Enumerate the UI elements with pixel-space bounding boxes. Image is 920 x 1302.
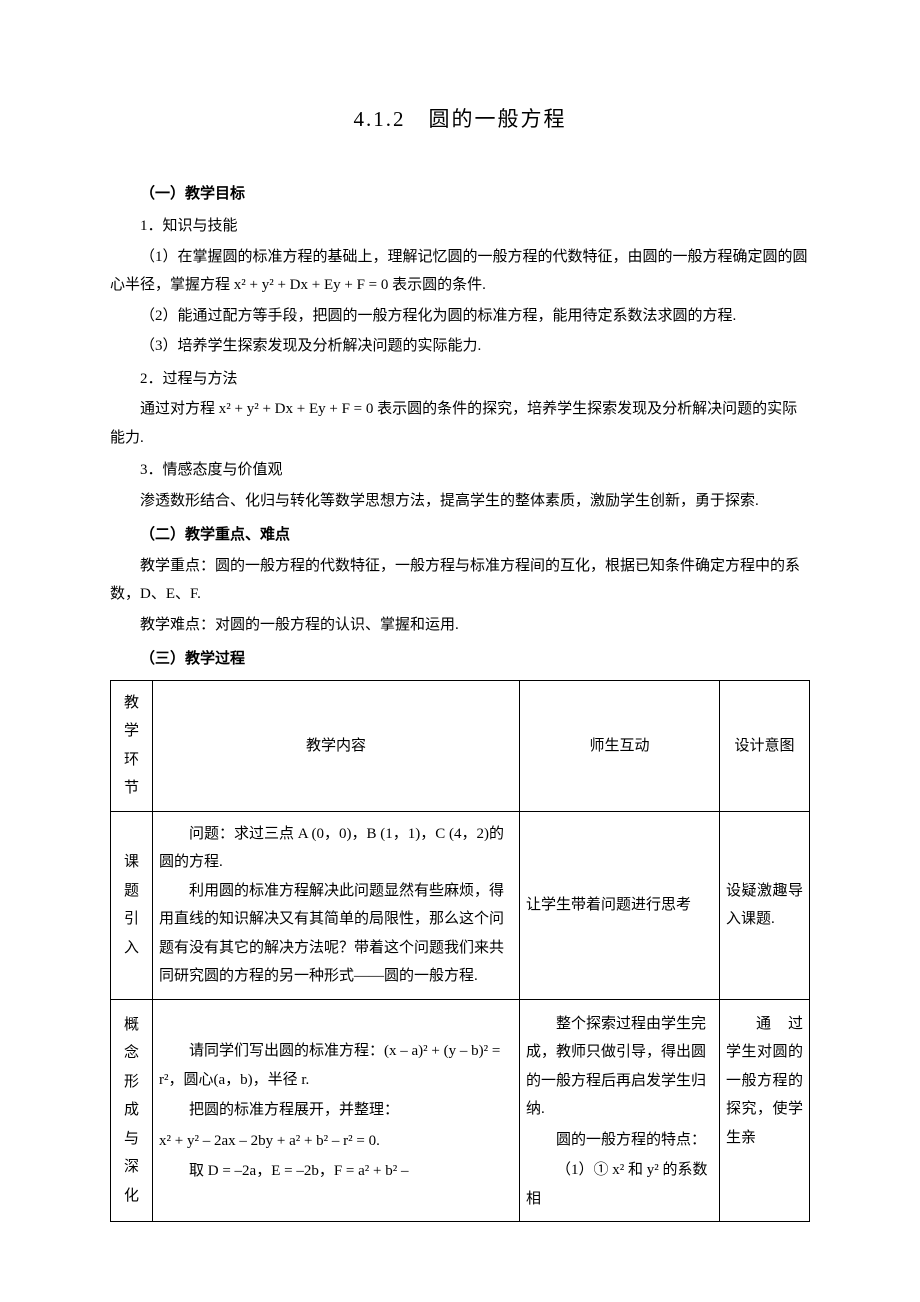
row2-content-p1: 请同学们写出圆的标准方程：(x – a)² + (y – b)² = r²，圆心… bbox=[159, 1037, 513, 1094]
row2-stage-l4: 化 bbox=[117, 1182, 146, 1211]
row2-content-p3: x² + y² – 2ax – 2by + a² + b² – r² = 0. bbox=[159, 1127, 513, 1156]
row2-intent: 通 过学生对圆的一般方程的探究，使学生亲 bbox=[720, 999, 810, 1222]
section-1-2-heading: 2．过程与方法 bbox=[110, 365, 810, 394]
row2-interaction: 整个探索过程由学生完成，教师只做引导，得出圆的一般方程后再启发学生归纳. 圆的一… bbox=[520, 999, 720, 1222]
section-2-heading: （二）教学重点、难点 bbox=[110, 521, 810, 550]
section-1-1-p2: （2）能通过配方等手段，把圆的一般方程化为圆的标准方程，能用待定系数法求圆的方程… bbox=[110, 302, 810, 331]
row2-intent-p: 通 过学生对圆的一般方程的探究，使学生亲 bbox=[726, 1010, 803, 1153]
row1-stage: 课题 引入 bbox=[111, 811, 153, 999]
section-1-1-p1: （1）在掌握圆的标准方程的基础上，理解记忆圆的一般方程的代数特征，由圆的一般方程… bbox=[110, 243, 810, 300]
table-row: 概念 形成 与深 化 请同学们写出圆的标准方程：(x – a)² + (y – … bbox=[111, 999, 810, 1222]
document-title: 4.1.2 圆的一般方程 bbox=[110, 100, 810, 140]
row2-stage-l3: 与深 bbox=[117, 1125, 146, 1182]
section-1-3-heading: 3．情感态度与价值观 bbox=[110, 456, 810, 485]
row1-stage-l1: 课题 bbox=[117, 848, 146, 905]
row2-stage: 概念 形成 与深 化 bbox=[111, 999, 153, 1222]
section-1-1-p3: （3）培养学生探索发现及分析解决问题的实际能力. bbox=[110, 332, 810, 361]
row2-content-p4: 取 D = –2a，E = –2b，F = a² + b² – bbox=[159, 1157, 513, 1186]
teaching-process-table: 教学环节 教学内容 师生互动 设计意图 课题 引入 问题：求过三点 A (0，0… bbox=[110, 680, 810, 1223]
table-row: 课题 引入 问题：求过三点 A (0，0)，B (1，1)，C (4，2)的圆的… bbox=[111, 811, 810, 999]
row1-content-p1: 问题：求过三点 A (0，0)，B (1，1)，C (4，2)的圆的方程. bbox=[159, 820, 513, 877]
col-header-stage-l1: 教学环节 bbox=[117, 689, 146, 803]
section-1-1-heading: 1．知识与技能 bbox=[110, 212, 810, 241]
row2-inter-p1: 整个探索过程由学生完成，教师只做引导，得出圆的一般方程后再启发学生归纳. bbox=[526, 1010, 713, 1124]
section-2-p2: 教学难点：对圆的一般方程的认识、掌握和运用. bbox=[110, 611, 810, 640]
row2-content: 请同学们写出圆的标准方程：(x – a)² + (y – b)² = r²，圆心… bbox=[153, 999, 520, 1222]
row2-stage-l2: 形成 bbox=[117, 1068, 146, 1125]
section-1-heading: （一）教学目标 bbox=[110, 180, 810, 209]
col-header-stage: 教学环节 bbox=[111, 680, 153, 811]
col-header-interaction: 师生互动 bbox=[520, 680, 720, 811]
row1-content-p2: 利用圆的标准方程解决此问题显然有些麻烦，得用直线的知识解决又有其简单的局限性，那… bbox=[159, 877, 513, 991]
section-1-3-p1: 渗透数形结合、化归与转化等数学思想方法，提高学生的整体素质，激励学生创新，勇于探… bbox=[110, 487, 810, 516]
col-header-intent: 设计意图 bbox=[720, 680, 810, 811]
section-3-heading: （三）教学过程 bbox=[110, 645, 810, 674]
row1-interaction: 让学生带着问题进行思考 bbox=[520, 811, 720, 999]
table-header-row: 教学环节 教学内容 师生互动 设计意图 bbox=[111, 680, 810, 811]
col-header-content: 教学内容 bbox=[153, 680, 520, 811]
row2-inter-p3: （1）① x² 和 y² 的系数相 bbox=[526, 1156, 713, 1213]
row1-intent: 设疑激趣导入课题. bbox=[720, 811, 810, 999]
row2-content-p2: 把圆的标准方程展开，并整理： bbox=[159, 1096, 513, 1125]
section-2-p1: 教学重点：圆的一般方程的代数特征，一般方程与标准方程间的互化，根据已知条件确定方… bbox=[110, 552, 810, 609]
row1-stage-l2: 引入 bbox=[117, 905, 146, 962]
row2-inter-p2: 圆的一般方程的特点： bbox=[526, 1126, 713, 1155]
section-1-2-p1: 通过对方程 x² + y² + Dx + Ey + F = 0 表示圆的条件的探… bbox=[110, 395, 810, 452]
row1-content: 问题：求过三点 A (0，0)，B (1，1)，C (4，2)的圆的方程. 利用… bbox=[153, 811, 520, 999]
row2-stage-l1: 概念 bbox=[117, 1011, 146, 1068]
